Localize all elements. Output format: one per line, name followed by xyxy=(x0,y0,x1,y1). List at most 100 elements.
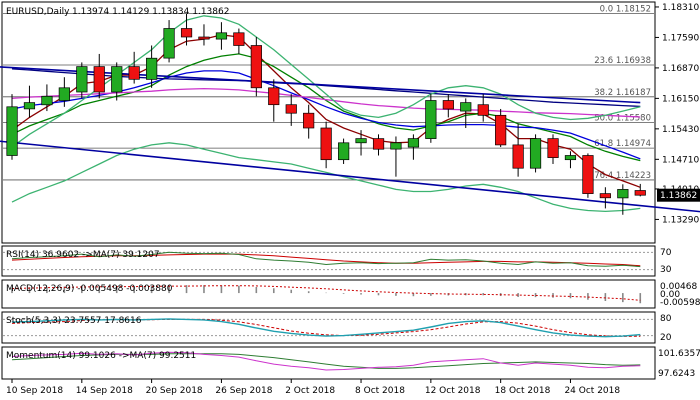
momentum-tick-bottom: 97.6243 xyxy=(658,369,695,379)
trendline xyxy=(0,140,700,213)
candle-body xyxy=(250,45,262,89)
price-tick-label: 1.14710 xyxy=(662,155,699,165)
candle xyxy=(442,94,454,118)
fib-level-label: 76.4 1.14223 xyxy=(594,171,651,181)
candle xyxy=(634,183,646,197)
stoch-lines xyxy=(3,318,654,338)
rsi-line xyxy=(11,251,641,268)
stoch-tick-80: 80 xyxy=(660,314,672,324)
candle xyxy=(460,98,472,129)
stoch-tick-20: 20 xyxy=(660,333,672,343)
candle-body xyxy=(215,32,228,40)
candle xyxy=(250,37,262,97)
price-tick-label: 1.16150 xyxy=(662,94,699,104)
candle xyxy=(41,84,53,112)
candle xyxy=(529,134,542,173)
candle xyxy=(495,108,507,148)
candles xyxy=(6,13,646,215)
macd-tick-top: 0.00468 xyxy=(660,282,697,292)
price-tick-label: 1.16870 xyxy=(662,64,699,74)
overlay-line xyxy=(11,142,641,213)
current-price-label: 1.13862 xyxy=(660,191,697,201)
momentum-line xyxy=(11,351,641,371)
momentum-tick-top: 101.6357 xyxy=(658,349,700,359)
momentum-ma-line xyxy=(11,353,641,369)
x-axis: 10 Sep 2018 14 Sep 2018 20 Sep 2018 26 Sep … xyxy=(6,379,620,396)
stoch-k-line xyxy=(11,318,641,338)
price-pane: 0.0 1.18152 23.6 1.16938 38.2 1.16187 50.0 … xyxy=(0,1,700,244)
candle-body xyxy=(529,138,542,169)
fib-level-label: 38.2 1.16187 xyxy=(594,88,651,98)
candle xyxy=(512,123,524,177)
x-tick-label: 20 Sep 2018 xyxy=(146,386,203,396)
candle xyxy=(128,51,140,84)
momentum-pane: Momentum(14) 99.1026 ->MA(7) 99.2511 101… xyxy=(1,346,700,380)
price-tick-label: 1.13290 xyxy=(662,215,699,225)
momentum-pane-frame xyxy=(1,346,656,380)
chart-title: EURUSD,Daily xyxy=(6,7,70,17)
candle xyxy=(564,151,577,169)
candle-body xyxy=(58,87,70,101)
candle xyxy=(599,187,611,209)
candle-body xyxy=(460,102,472,112)
candle xyxy=(582,153,594,198)
x-tick-label: 8 Oct 2018 xyxy=(355,386,405,396)
ohlc-header: 1.13974 1.14129 1.13834 1.13862 xyxy=(72,7,229,17)
fib-level-label: 23.6 1.16938 xyxy=(594,56,651,66)
stoch-d-line xyxy=(11,318,641,337)
candle-body xyxy=(93,66,105,93)
current-price-box xyxy=(657,188,700,202)
price-tick-label: 1.15430 xyxy=(662,125,699,135)
candle xyxy=(111,62,123,101)
candle-body xyxy=(634,190,646,196)
candle-body xyxy=(355,138,367,144)
candle-body xyxy=(268,87,280,106)
rsi-lines xyxy=(3,251,654,271)
macd-tick-zero: 0.00 xyxy=(660,290,680,300)
candle-body xyxy=(23,102,36,110)
candle-body xyxy=(41,95,53,106)
candle xyxy=(58,77,70,107)
candle xyxy=(180,13,193,46)
candle-body xyxy=(407,138,420,148)
candle xyxy=(198,24,210,46)
candle-body xyxy=(163,28,175,59)
candle-body xyxy=(320,127,332,161)
candle-body xyxy=(547,138,559,158)
candle-body xyxy=(425,100,437,139)
candle xyxy=(477,94,489,122)
candle-body xyxy=(303,112,315,129)
candle-body xyxy=(442,100,454,110)
candle xyxy=(23,85,36,118)
candle-body xyxy=(495,114,507,146)
candle-body xyxy=(233,32,245,46)
price-pane-frame xyxy=(1,1,656,244)
candle-body xyxy=(198,36,210,40)
candle xyxy=(320,121,332,169)
x-tick-label: 10 Sep 2018 xyxy=(6,386,63,396)
candle-body xyxy=(390,142,402,150)
candle-body xyxy=(76,66,88,93)
rsi-pane-frame xyxy=(1,245,656,277)
macd-bars xyxy=(11,285,642,304)
candle xyxy=(303,104,315,139)
macd-label: MACD(12,26,9) -0.005498 -0.003880 xyxy=(6,284,173,294)
momentum-label: Momentum(14) 99.1026 ->MA(7) 99.2511 xyxy=(6,351,196,361)
x-tick-label: 18 Oct 2018 xyxy=(495,386,551,396)
fib-level-label: 50.0 1.15580 xyxy=(594,114,651,124)
current-price-marker: 1.13862 xyxy=(657,188,700,202)
x-tick-label: 12 Oct 2018 xyxy=(425,386,481,396)
candle-body xyxy=(285,104,297,114)
candle-body xyxy=(512,144,524,169)
x-tick-label: 24 Oct 2018 xyxy=(564,386,620,396)
candle-body xyxy=(180,28,193,38)
candle xyxy=(285,94,297,126)
candle-body xyxy=(477,104,489,116)
candle-body xyxy=(128,66,140,80)
macd-pane: MACD(12,26,9) -0.005498 -0.003880 0.0046… xyxy=(1,279,700,309)
candle xyxy=(146,45,158,88)
candle xyxy=(617,184,629,215)
candle-body xyxy=(599,193,611,199)
candle xyxy=(233,28,245,54)
